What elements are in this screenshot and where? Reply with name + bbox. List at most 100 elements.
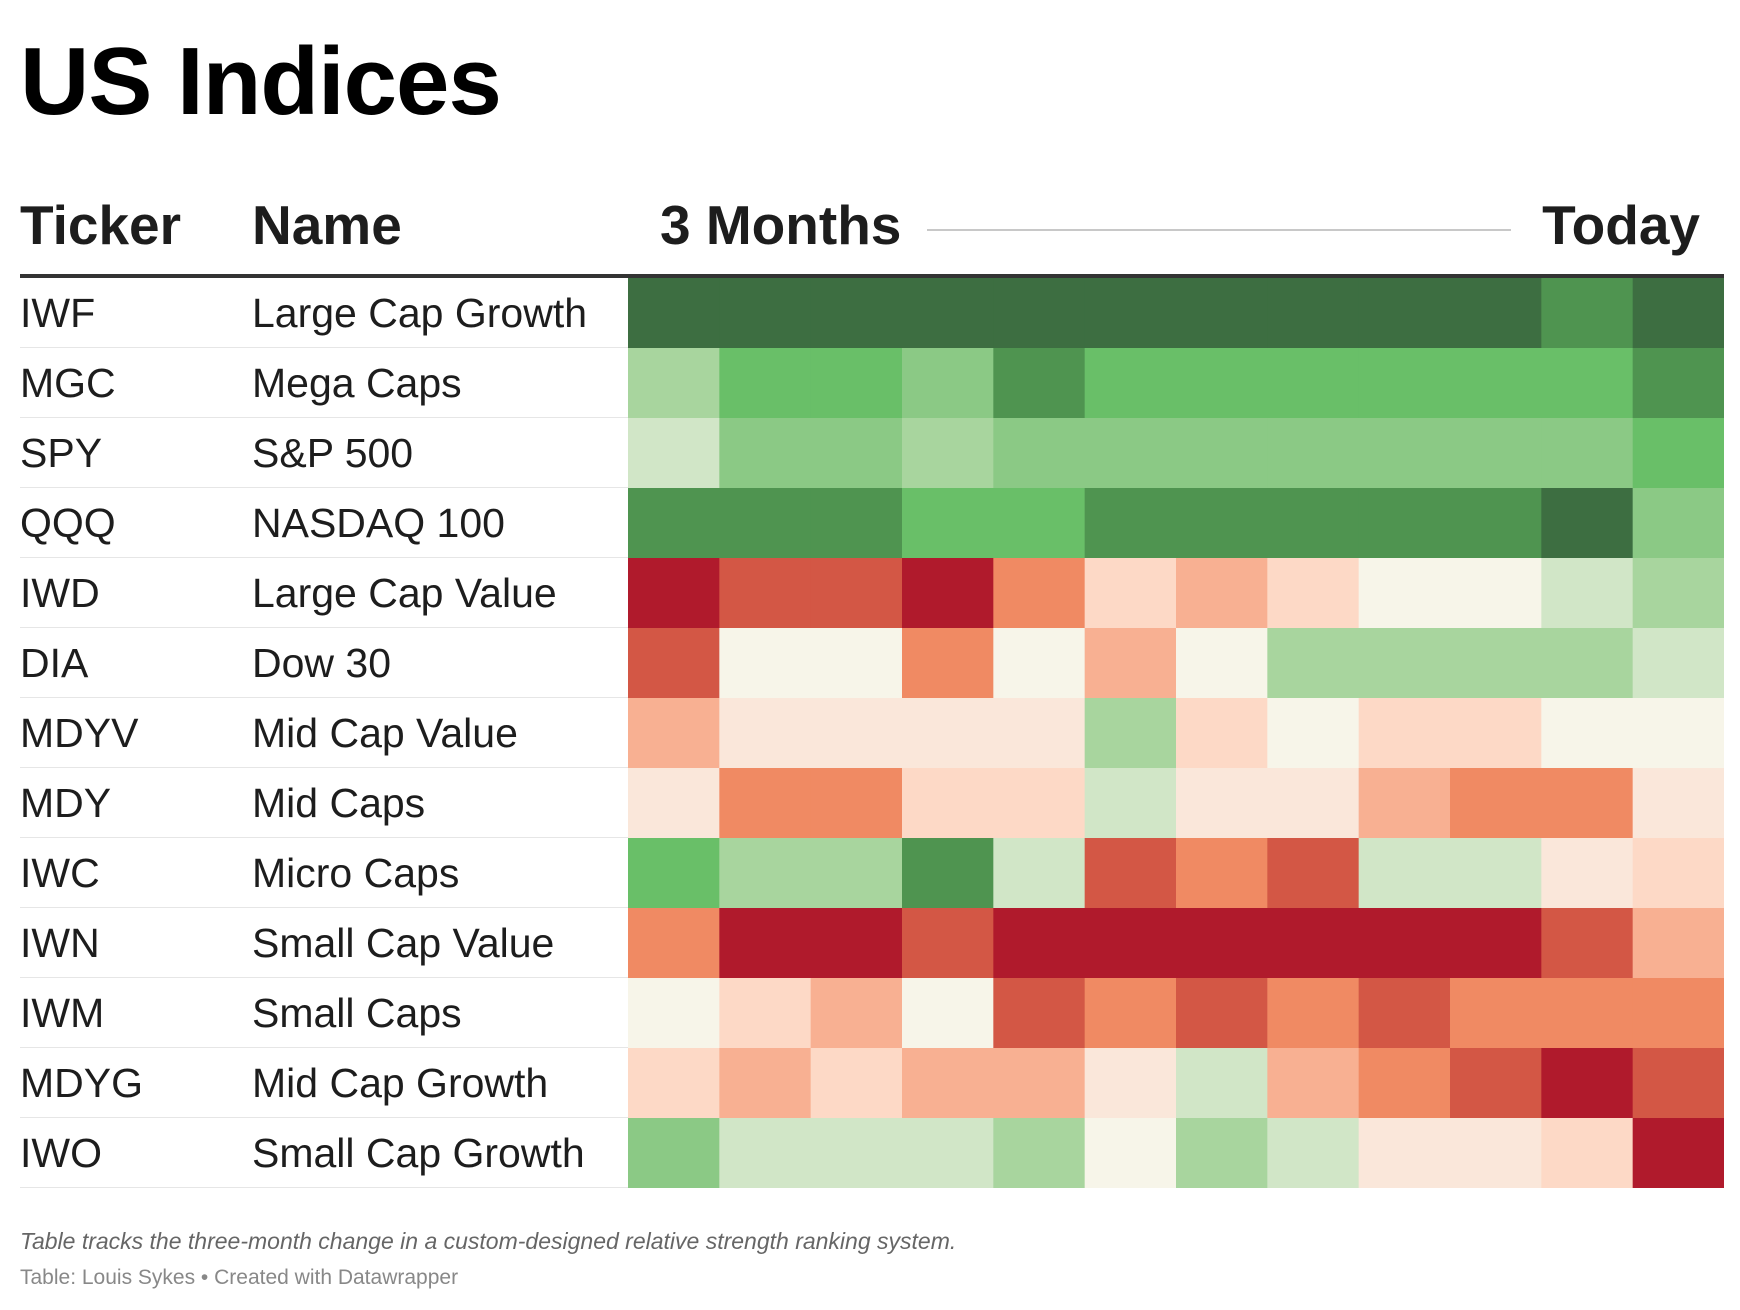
heat-cell: [1632, 558, 1724, 628]
heat-cell: [719, 838, 812, 908]
heat-strip: [628, 278, 1724, 348]
heat-cell: [628, 908, 720, 978]
ticker-cell: IWC: [20, 850, 100, 896]
heat-cell: [1450, 978, 1542, 1048]
table-row: IWM Small Caps: [20, 978, 1724, 1048]
heat-cell: [1084, 698, 1177, 768]
heat-strip: [628, 1118, 1724, 1188]
table-row: IWN Small Cap Value: [20, 908, 1724, 978]
heat-cell: [1084, 558, 1177, 628]
table-row: MDYV Mid Cap Value: [20, 698, 1724, 768]
column-header-name: Name: [252, 194, 402, 256]
heat-cell: [1267, 1048, 1360, 1118]
heat-cell: [1358, 278, 1451, 348]
table-row: SPY S&P 500: [20, 418, 1724, 488]
heat-cell: [719, 1048, 812, 1118]
heat-cell: [902, 908, 994, 978]
heat-cell: [1267, 348, 1360, 418]
heat-cell: [1267, 278, 1360, 348]
heat-cell: [628, 838, 720, 908]
heat-cell: [902, 278, 994, 348]
name-cell: Mid Caps: [252, 780, 426, 826]
heat-cell: [1084, 418, 1177, 488]
name-cell: Small Cap Value: [252, 920, 555, 966]
heat-strip-svg: [628, 488, 1724, 558]
heat-cell: [1084, 838, 1177, 908]
heat-strip: [628, 488, 1724, 558]
table-row: MDYG Mid Cap Growth: [20, 1048, 1724, 1118]
heat-cell: [719, 278, 812, 348]
heat-cell: [719, 628, 812, 698]
chart-notes: Table tracks the three-month change in a…: [20, 1228, 957, 1254]
chart-title: US Indices: [20, 28, 502, 135]
heat-cell: [1084, 348, 1177, 418]
heat-cell: [1450, 838, 1542, 908]
heat-cell: [1541, 698, 1634, 768]
heat-cell: [993, 418, 1086, 488]
name-cell: Large Cap Value: [252, 570, 557, 616]
heat-cell: [1358, 348, 1451, 418]
heat-cell: [1358, 838, 1451, 908]
heat-cell: [810, 348, 903, 418]
heat-cell: [810, 978, 903, 1048]
heat-cell: [1450, 418, 1542, 488]
heat-cell: [1632, 838, 1724, 908]
ticker-cell: MDYG: [20, 1060, 143, 1106]
heat-cell: [628, 418, 720, 488]
ticker-cell: MDYV: [20, 710, 139, 756]
heat-cell: [1358, 488, 1451, 558]
heat-strip-svg: [628, 278, 1724, 348]
heat-cell: [810, 628, 903, 698]
heat-cell: [902, 628, 994, 698]
heat-cell: [628, 978, 720, 1048]
heat-cell: [1358, 1118, 1451, 1188]
heat-strip-svg: [628, 978, 1724, 1048]
heat-strip: [628, 558, 1724, 628]
heat-cell: [628, 278, 720, 348]
table-row: MDY Mid Caps: [20, 768, 1724, 838]
heat-cell: [719, 418, 812, 488]
ticker-cell: IWN: [20, 920, 100, 966]
heat-strip-svg: [628, 698, 1724, 768]
heat-cell: [993, 348, 1086, 418]
heat-cell: [810, 1118, 903, 1188]
heat-cell: [902, 1118, 994, 1188]
heat-cell: [1450, 348, 1542, 418]
heat-cell: [1267, 488, 1360, 558]
heat-cell: [719, 488, 812, 558]
heat-cell: [1176, 348, 1268, 418]
heat-cell: [1450, 908, 1542, 978]
heat-cell: [1084, 1118, 1177, 1188]
heat-cell: [993, 278, 1086, 348]
name-cell: Dow 30: [252, 640, 392, 686]
table-row: IWC Micro Caps: [20, 838, 1724, 908]
heat-cell: [1450, 698, 1542, 768]
heat-cell: [1450, 488, 1542, 558]
heat-strip: [628, 908, 1724, 978]
heat-strip-svg: [628, 908, 1724, 978]
table-row: MGC Mega Caps: [20, 348, 1724, 418]
header-rule: [20, 274, 1724, 278]
table-row: DIA Dow 30: [20, 628, 1724, 698]
column-header-today: Today: [1542, 194, 1700, 256]
heat-cell: [993, 978, 1086, 1048]
heat-cell: [1358, 978, 1451, 1048]
name-cell: Large Cap Growth: [252, 290, 588, 336]
table-row: IWF Large Cap Growth: [20, 278, 1724, 348]
heat-cell: [902, 978, 994, 1048]
heat-cell: [1176, 628, 1268, 698]
name-cell: Mega Caps: [252, 360, 462, 406]
heat-cell: [1632, 488, 1724, 558]
heat-cell: [810, 488, 903, 558]
heat-cell: [810, 908, 903, 978]
heat-cell: [719, 768, 812, 838]
heat-cell: [810, 1048, 903, 1118]
heat-cell: [993, 1048, 1086, 1118]
heat-cell: [1358, 908, 1451, 978]
heat-cell: [993, 908, 1086, 978]
column-header-ticker: Ticker: [20, 194, 182, 256]
heat-cell: [1084, 628, 1177, 698]
heat-cell: [810, 768, 903, 838]
heat-cell: [902, 1048, 994, 1118]
heat-cell: [1267, 908, 1360, 978]
